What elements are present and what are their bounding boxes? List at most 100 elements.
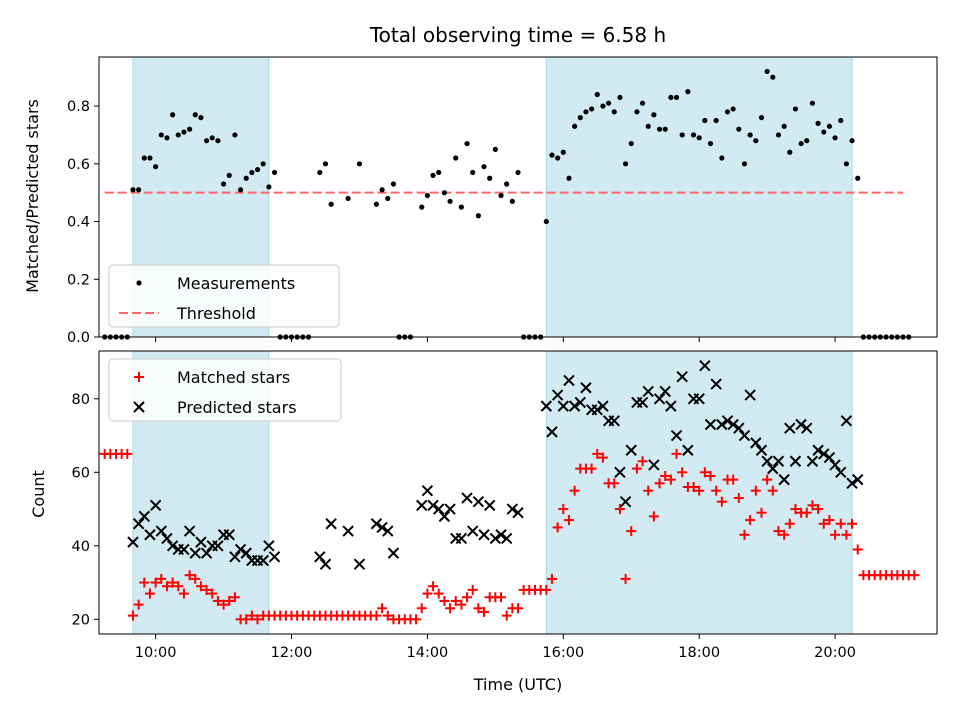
- marker-x-b: [546, 426, 558, 438]
- marker-x-b: [710, 378, 722, 390]
- marker-x-b: [738, 429, 751, 442]
- data-point: [215, 138, 221, 144]
- data-point: [642, 385, 654, 398]
- marker-x-b: [693, 393, 705, 405]
- data-point: [832, 135, 838, 141]
- marker-x-b: [195, 536, 207, 548]
- data-point: [421, 484, 434, 497]
- data-point: [356, 161, 363, 167]
- marker-x-b: [132, 518, 145, 530]
- marker-x-b: [778, 473, 790, 486]
- data-point: [622, 161, 629, 167]
- marker-x-b: [138, 510, 151, 523]
- data-point: [178, 543, 190, 556]
- data-point: [546, 426, 558, 438]
- data-point: [322, 161, 329, 167]
- data-point: [707, 140, 714, 147]
- data-point: [597, 400, 609, 412]
- data-point: [620, 573, 631, 584]
- data-point: [513, 603, 523, 614]
- marker-x-b: [472, 495, 485, 508]
- data-point: [818, 448, 830, 460]
- data-point: [589, 106, 595, 112]
- bottom-y-axis-label: Count: [29, 470, 48, 518]
- data-point: [558, 504, 569, 515]
- data-point: [382, 525, 394, 537]
- data-point: [433, 503, 445, 515]
- data-point: [430, 172, 436, 178]
- observing-interval-band: [545, 56, 853, 338]
- data-point: [843, 161, 850, 167]
- data-point: [260, 161, 266, 167]
- data-point: [342, 525, 354, 537]
- data-point: [212, 595, 223, 606]
- x-tick-label: 20:00: [814, 645, 856, 661]
- data-point: [710, 378, 722, 390]
- data-point: [328, 201, 334, 207]
- data-point: [495, 529, 507, 541]
- data-point: [705, 470, 716, 481]
- data-point: [654, 478, 665, 489]
- data-point: [489, 532, 502, 545]
- data-point: [730, 106, 736, 112]
- data-point: [563, 374, 575, 387]
- data-point: [487, 175, 493, 181]
- data-point: [540, 400, 553, 412]
- data-point: [806, 455, 819, 467]
- data-point: [662, 126, 668, 132]
- data-point: [694, 485, 705, 496]
- data-point: [738, 429, 751, 442]
- data-point: [824, 515, 835, 526]
- data-point: [813, 504, 824, 515]
- marker-x-b: [234, 543, 247, 556]
- data-point: [600, 103, 606, 109]
- data-point: [801, 422, 813, 434]
- top-panel: Total observing time = 6.58 h Matched/Pr…: [23, 23, 938, 346]
- data-point: [557, 400, 570, 412]
- data-point: [682, 444, 694, 456]
- data-point: [229, 551, 241, 563]
- data-point: [724, 109, 731, 115]
- data-point: [144, 529, 156, 541]
- data-point: [447, 198, 453, 204]
- data-point: [636, 396, 649, 409]
- data-point: [314, 551, 326, 563]
- data-point: [136, 187, 142, 193]
- marker-x-b: [229, 551, 241, 563]
- data-point: [373, 201, 380, 207]
- data-point: [183, 525, 196, 537]
- series-matched-stars: [99, 448, 920, 625]
- marker-x-b: [353, 558, 366, 570]
- data-point: [175, 132, 181, 138]
- data-point: [130, 187, 136, 193]
- data-point: [566, 175, 572, 181]
- marker-x-b: [376, 521, 388, 534]
- marker-x-b: [744, 389, 756, 401]
- data-point: [909, 570, 920, 581]
- legend-marker-matched-stars: [134, 372, 144, 382]
- data-point: [243, 175, 249, 181]
- x-tick-label: 18:00: [678, 645, 720, 661]
- marker-x-b: [676, 371, 688, 383]
- data-point: [371, 610, 382, 621]
- data-point: [745, 515, 756, 526]
- data-point: [693, 393, 705, 405]
- marker-x-b: [127, 536, 139, 548]
- x-tick-label: 14:00: [407, 645, 449, 661]
- data-point: [651, 112, 657, 118]
- marker-x-b: [795, 418, 807, 431]
- data-point: [609, 478, 620, 489]
- data-point: [713, 117, 719, 124]
- data-point: [249, 169, 255, 176]
- marker-x-b: [755, 444, 768, 456]
- data-point: [377, 603, 388, 614]
- data-point: [762, 474, 773, 485]
- data-point: [353, 558, 366, 570]
- data-point: [138, 510, 151, 523]
- data-point: [747, 132, 753, 138]
- marker-x-b: [846, 477, 858, 490]
- legend-label: Measurements: [177, 274, 295, 293]
- data-point: [795, 418, 807, 431]
- data-point: [784, 422, 796, 434]
